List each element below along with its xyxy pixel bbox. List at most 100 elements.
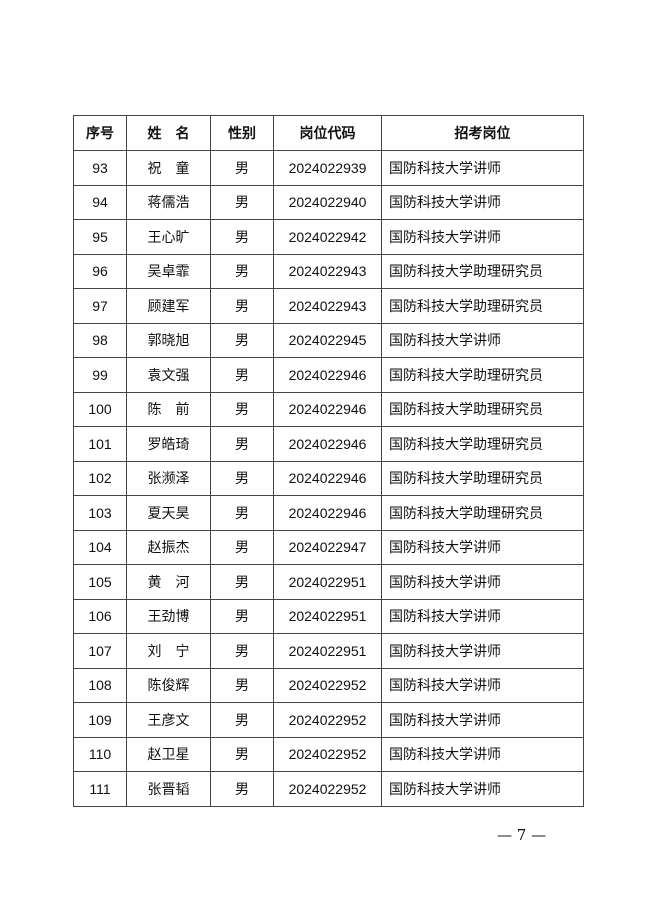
row-name: 王劲博 bbox=[126, 598, 211, 634]
row-name: 陈俊辉 bbox=[126, 667, 211, 703]
row-name: 张晋韬 bbox=[126, 771, 211, 807]
row-position-code: 2024022946 bbox=[273, 357, 382, 393]
row-name: 郭晓旭 bbox=[126, 322, 211, 358]
row-index: 93 bbox=[73, 150, 127, 186]
row-gender: 男 bbox=[210, 322, 274, 358]
row-position: 国防科技大学讲师 bbox=[381, 322, 584, 358]
row-gender: 男 bbox=[210, 357, 274, 393]
row-index: 111 bbox=[73, 771, 127, 807]
row-position-code: 2024022951 bbox=[273, 633, 382, 669]
row-position: 国防科技大学助理研究员 bbox=[381, 426, 584, 462]
row-gender: 男 bbox=[210, 391, 274, 427]
row-gender: 男 bbox=[210, 460, 274, 496]
row-name: 黄 河 bbox=[126, 564, 211, 600]
table-row: 111 张晋韬男 2024022952 国防科技大学讲师 bbox=[73, 771, 584, 807]
row-position: 国防科技大学讲师 bbox=[381, 598, 584, 634]
table-row: 95 王心旷男 2024022942 国防科技大学讲师 bbox=[73, 219, 584, 255]
row-name: 赵卫星 bbox=[126, 736, 211, 772]
row-name: 刘 宁 bbox=[126, 633, 211, 669]
row-position-code: 2024022943 bbox=[273, 253, 382, 289]
row-index: 104 bbox=[73, 529, 127, 565]
row-gender: 男 bbox=[210, 771, 274, 807]
table-row: 96 吴卓霏男 2024022943 国防科技大学助理研究员 bbox=[73, 253, 584, 289]
row-position-code: 2024022947 bbox=[273, 529, 382, 565]
row-position-code: 2024022942 bbox=[273, 219, 382, 255]
row-index: 103 bbox=[73, 495, 127, 531]
row-position-code: 2024022946 bbox=[273, 495, 382, 531]
row-position: 国防科技大学助理研究员 bbox=[381, 288, 584, 324]
row-position-code: 2024022943 bbox=[273, 288, 382, 324]
row-position: 国防科技大学讲师 bbox=[381, 633, 584, 669]
row-gender: 男 bbox=[210, 736, 274, 772]
row-position-code: 2024022945 bbox=[273, 322, 382, 358]
row-gender: 男 bbox=[210, 253, 274, 289]
table-row: 98 郭晓旭男 2024022945 国防科技大学讲师 bbox=[73, 322, 584, 358]
row-position-code: 2024022951 bbox=[273, 598, 382, 634]
table-row: 103 夏天昊男 2024022946 国防科技大学助理研究员 bbox=[73, 495, 584, 531]
row-name: 顾建军 bbox=[126, 288, 211, 324]
row-position-code: 2024022952 bbox=[273, 667, 382, 703]
row-index: 97 bbox=[73, 288, 127, 324]
table-row: 109 王彦文男 2024022952 国防科技大学讲师 bbox=[73, 702, 584, 738]
row-index: 110 bbox=[73, 736, 127, 772]
row-index: 96 bbox=[73, 253, 127, 289]
table-row: 97 顾建军男 2024022943 国防科技大学助理研究员 bbox=[73, 288, 584, 324]
row-gender: 男 bbox=[210, 667, 274, 703]
row-index: 107 bbox=[73, 633, 127, 669]
row-position-code: 2024022951 bbox=[273, 564, 382, 600]
row-position-code: 2024022952 bbox=[273, 702, 382, 738]
row-position: 国防科技大学助理研究员 bbox=[381, 391, 584, 427]
row-position: 国防科技大学助理研究员 bbox=[381, 357, 584, 393]
row-name: 王彦文 bbox=[126, 702, 211, 738]
row-position: 国防科技大学讲师 bbox=[381, 150, 584, 186]
row-position: 国防科技大学助理研究员 bbox=[381, 495, 584, 531]
row-name: 蒋儒浩 bbox=[126, 184, 211, 220]
table-row: 94 蒋儒浩男 2024022940 国防科技大学讲师 bbox=[73, 184, 584, 220]
table-header-row: 序号 姓 名 性别 岗位代码 招考岗位 bbox=[73, 115, 584, 151]
header-gender: 性别 bbox=[210, 115, 274, 151]
table-row: 99 袁文强男 2024022946 国防科技大学助理研究员 bbox=[73, 357, 584, 393]
row-gender: 男 bbox=[210, 529, 274, 565]
row-index: 105 bbox=[73, 564, 127, 600]
row-gender: 男 bbox=[210, 495, 274, 531]
row-index: 99 bbox=[73, 357, 127, 393]
row-position-code: 2024022946 bbox=[273, 460, 382, 496]
row-name: 王心旷 bbox=[126, 219, 211, 255]
row-position: 国防科技大学助理研究员 bbox=[381, 253, 584, 289]
row-name: 袁文强 bbox=[126, 357, 211, 393]
row-name: 陈 前 bbox=[126, 391, 211, 427]
row-gender: 男 bbox=[210, 184, 274, 220]
row-gender: 男 bbox=[210, 288, 274, 324]
row-position-code: 2024022946 bbox=[273, 391, 382, 427]
table-row: 106 王劲博男 2024022951 国防科技大学讲师 bbox=[73, 598, 584, 634]
row-name: 夏天昊 bbox=[126, 495, 211, 531]
row-index: 94 bbox=[73, 184, 127, 220]
table-row: 107 刘 宁男 2024022951 国防科技大学讲师 bbox=[73, 633, 584, 669]
table-row: 100 陈 前男 2024022946 国防科技大学助理研究员 bbox=[73, 391, 584, 427]
row-position: 国防科技大学讲师 bbox=[381, 564, 584, 600]
row-position-code: 2024022952 bbox=[273, 736, 382, 772]
row-index: 100 bbox=[73, 391, 127, 427]
row-position: 国防科技大学讲师 bbox=[381, 771, 584, 807]
row-index: 106 bbox=[73, 598, 127, 634]
row-position-code: 2024022952 bbox=[273, 771, 382, 807]
row-index: 102 bbox=[73, 460, 127, 496]
row-name: 赵振杰 bbox=[126, 529, 211, 565]
row-position: 国防科技大学讲师 bbox=[381, 184, 584, 220]
row-position: 国防科技大学讲师 bbox=[381, 219, 584, 255]
row-gender: 男 bbox=[210, 150, 274, 186]
table-row: 104 赵振杰男 2024022947 国防科技大学讲师 bbox=[73, 529, 584, 565]
row-gender: 男 bbox=[210, 426, 274, 462]
page-number: — 7 — bbox=[497, 826, 547, 844]
table-row: 105 黄 河男 2024022951 国防科技大学讲师 bbox=[73, 564, 584, 600]
table-row: 110 赵卫星男 2024022952 国防科技大学讲师 bbox=[73, 736, 584, 772]
row-position-code: 2024022946 bbox=[273, 426, 382, 462]
table-row: 108 陈俊辉男 2024022952 国防科技大学讲师 bbox=[73, 667, 584, 703]
row-gender: 男 bbox=[210, 633, 274, 669]
table-row: 93 祝 童男 2024022939 国防科技大学讲师 bbox=[73, 150, 584, 186]
row-name: 吴卓霏 bbox=[126, 253, 211, 289]
row-gender: 男 bbox=[210, 564, 274, 600]
row-position: 国防科技大学讲师 bbox=[381, 736, 584, 772]
row-position: 国防科技大学讲师 bbox=[381, 702, 584, 738]
row-position: 国防科技大学讲师 bbox=[381, 529, 584, 565]
